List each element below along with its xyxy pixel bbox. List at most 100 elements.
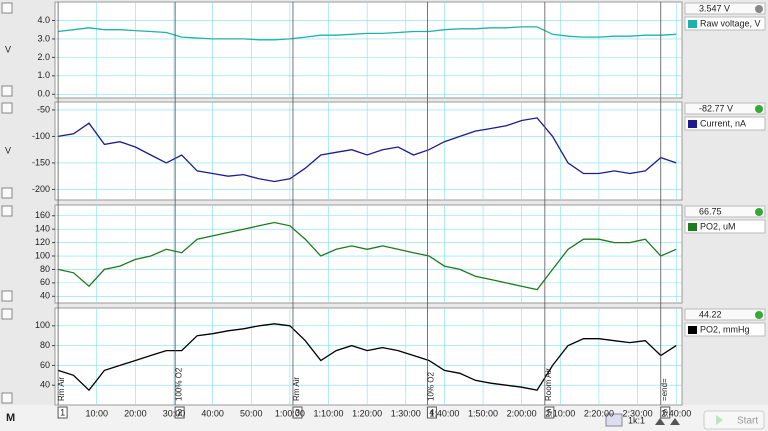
- comment-text: 100% O2: [174, 367, 183, 401]
- y-tick-label: 100: [35, 250, 50, 260]
- x-tick-label: 50:00: [240, 408, 263, 418]
- start-label[interactable]: Start: [737, 416, 758, 427]
- marker-icon[interactable]: M: [6, 412, 15, 424]
- marker-number: 6: [663, 407, 668, 417]
- x-tick-label: 1:30:00: [391, 408, 421, 418]
- x-tick-label: 2:00:00: [507, 408, 537, 418]
- readout-box: [684, 102, 766, 115]
- comment-text: Room Air: [544, 368, 553, 401]
- y-tick-label: -200: [32, 184, 50, 194]
- readout-box: [684, 308, 766, 321]
- plot-area: [54, 1, 683, 99]
- view-button[interactable]: [605, 413, 623, 427]
- channel-name[interactable]: Current, nA: [700, 118, 746, 128]
- start-button[interactable]: Start: [703, 410, 765, 430]
- readout: 66.75: [699, 206, 722, 216]
- readout: -82.77 V: [699, 103, 733, 113]
- marker-number: 2: [177, 407, 182, 417]
- trace: [57, 221, 677, 291]
- y-tick-label: 0.0: [37, 89, 50, 99]
- scale-button[interactable]: [1, 290, 13, 302]
- y-tick-label: -50: [37, 104, 50, 114]
- scale-button[interactable]: [1, 392, 13, 404]
- x-tick-label: 40:00: [201, 408, 224, 418]
- status-icon: [755, 5, 763, 13]
- y-tick-label: 100: [35, 320, 50, 330]
- x-tick-label: 1:10:00: [314, 408, 344, 418]
- y-tick-label: 140: [35, 224, 50, 234]
- marker-number: 5: [547, 407, 552, 417]
- readout-box: [684, 2, 766, 15]
- x-tick-label: 2:40:00: [661, 408, 691, 418]
- x-tick-label: 1:40:00: [429, 408, 459, 418]
- y-tick-label: 4.0: [37, 15, 50, 25]
- y-tick-label: 60: [40, 360, 50, 370]
- marker-box: [426, 406, 437, 419]
- channel-button[interactable]: [1, 102, 13, 114]
- trace: [58, 26, 677, 41]
- y-tick-label: 80: [40, 340, 50, 350]
- marker-number: 1: [60, 407, 65, 417]
- scale-button[interactable]: [1, 187, 13, 199]
- status-icon: [755, 105, 763, 113]
- marker-box: [292, 406, 303, 419]
- y-tick-label: 3.0: [37, 33, 50, 43]
- trace: [57, 323, 677, 392]
- channel-name[interactable]: PO2, mmHg: [700, 324, 750, 334]
- x-tick-label: 1:50:00: [468, 408, 498, 418]
- marker-number: 3: [295, 407, 300, 417]
- unit-label: V: [5, 44, 11, 54]
- channel-name-box[interactable]: [684, 219, 766, 234]
- x-tick-label: 1:00:00: [275, 408, 305, 418]
- comment-text: =end=: [660, 378, 669, 401]
- trace: [57, 117, 677, 183]
- x-tick-label: 2:30:00: [623, 408, 653, 418]
- readout-box: [684, 205, 766, 218]
- marker-box: [544, 406, 555, 419]
- y-tick-label: 2.0: [37, 52, 50, 62]
- color-swatch: [688, 223, 697, 231]
- y-tick-label: 120: [35, 237, 50, 247]
- unit-label: V: [5, 145, 11, 155]
- y-tick-label: 40: [40, 380, 50, 390]
- plot-area: [54, 101, 683, 201]
- channel-button[interactable]: [1, 308, 13, 320]
- x-tick-label: 2:20:00: [584, 408, 614, 418]
- x-tick-label: 20:00: [124, 408, 147, 418]
- marker-number: 4: [429, 407, 434, 417]
- color-swatch: [688, 20, 697, 28]
- channel-button[interactable]: [1, 2, 13, 14]
- x-tick-label: 2:10:00: [545, 408, 575, 418]
- x-tick-label: 30:00: [163, 408, 186, 418]
- scale-button[interactable]: [1, 85, 13, 97]
- comment-text: 10% O2: [427, 372, 436, 401]
- y-tick-label: 80: [40, 264, 50, 274]
- x-tick-label: 1:20:00: [352, 408, 382, 418]
- channel-name-box[interactable]: [684, 116, 766, 131]
- comment-text: Rm Air: [292, 377, 301, 401]
- color-swatch: [688, 120, 697, 128]
- channel-button[interactable]: [1, 205, 13, 217]
- zoom-in[interactable]: [670, 418, 680, 425]
- plot-area: [54, 307, 683, 406]
- zoom-out[interactable]: [655, 418, 665, 425]
- start-frame[interactable]: [703, 410, 765, 430]
- channel-name[interactable]: PO2, uM: [700, 221, 736, 231]
- channel-name-box[interactable]: [684, 16, 766, 31]
- readout: 3.547 V: [699, 3, 730, 13]
- plot-area: [54, 204, 683, 304]
- x-tick-label: 10:00: [85, 408, 108, 418]
- y-tick-label: 160: [35, 210, 50, 220]
- marker-box: [174, 406, 185, 419]
- zoom-label[interactable]: 1k:1: [628, 415, 645, 425]
- marker-box: [660, 406, 671, 419]
- y-tick-label: 40: [40, 291, 50, 301]
- y-tick-label: 1.0: [37, 70, 50, 80]
- marker-box: [57, 406, 68, 419]
- color-swatch: [688, 326, 697, 334]
- start-icon: [716, 415, 723, 425]
- channel-name-box[interactable]: [684, 322, 766, 337]
- channel-name[interactable]: Raw voltage, V: [700, 18, 761, 28]
- status-icon: [755, 311, 763, 319]
